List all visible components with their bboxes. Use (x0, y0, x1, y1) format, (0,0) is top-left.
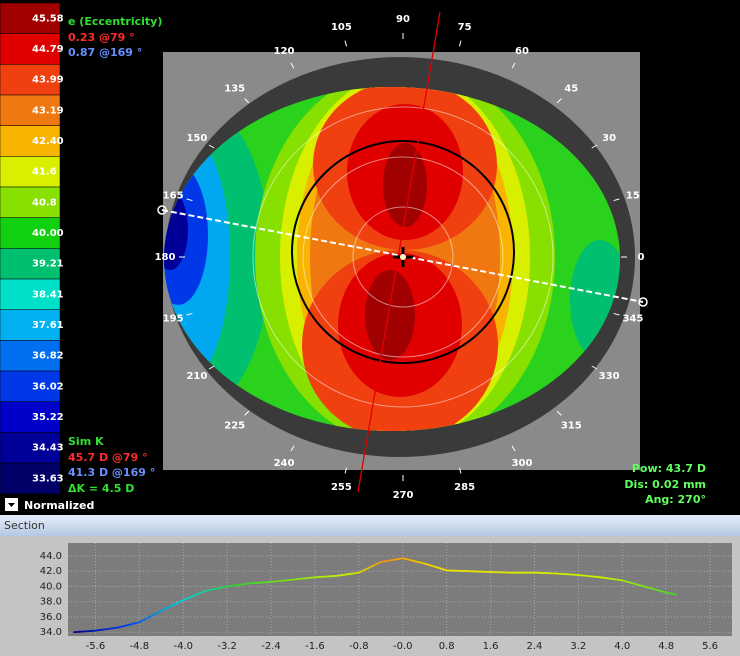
x-tick-label: -4.0 (173, 641, 193, 652)
scale-label: 35.22 (32, 412, 64, 423)
angle-label: 240 (274, 458, 295, 469)
angle-label: 270 (393, 490, 414, 501)
x-tick-label: -0.8 (349, 641, 369, 652)
power: Pow: 43.7 D (632, 462, 706, 475)
section-header (0, 515, 740, 536)
x-tick-label: -2.4 (261, 641, 281, 652)
angle-label: 285 (454, 482, 475, 493)
x-tick-label: -3.2 (217, 641, 237, 652)
y-tick-label: 44.0 (40, 551, 62, 562)
color-scale: 45.58 44.79 43.99 43.19 42.40 41.6 40.8 40.00 39… (0, 3, 64, 494)
ecc-steep: 0.23 @79 ° (68, 31, 135, 44)
angle-label: 120 (274, 46, 295, 57)
angle-label: 330 (599, 371, 620, 382)
x-tick-label: 4.8 (658, 641, 674, 652)
angle-label: 255 (331, 482, 352, 493)
y-tick-label: 38.0 (40, 597, 62, 608)
scale-label: 34.43 (32, 443, 64, 454)
scale-label: 42.40 (32, 136, 64, 147)
plot-area (68, 543, 732, 636)
x-tick-label: -5.6 (86, 641, 106, 652)
angle-label: 135 (224, 84, 245, 95)
angle-label: 195 (163, 314, 184, 325)
angle: Ang: 270° (645, 493, 706, 506)
angle-label: 300 (512, 458, 533, 469)
scale-label: 45.58 (32, 13, 64, 24)
angle-label: 0 (638, 252, 645, 263)
simk-steep: 45.7 D @79 ° (68, 451, 148, 464)
scale-label: 39.21 (32, 259, 64, 270)
scale-label: 43.99 (32, 75, 64, 86)
x-tick-label: -4.8 (130, 641, 150, 652)
y-tick-label: 42.0 (40, 566, 62, 577)
center-dot (400, 254, 406, 260)
x-tick-label: -0.0 (393, 641, 413, 652)
angle-label: 90 (396, 14, 410, 25)
scale-label: 41.6 (32, 167, 57, 178)
angle-label: 180 (155, 252, 176, 263)
scale-label: 43.19 (32, 105, 64, 116)
x-tick-label: -1.6 (305, 641, 325, 652)
simk-title: Sim K (68, 435, 104, 448)
x-tick-label: 1.6 (483, 641, 499, 652)
angle-label: 225 (224, 420, 245, 431)
distance: Dis: 0.02 mm (624, 478, 706, 491)
scale-label: 33.63 (32, 473, 64, 484)
scale-label: 38.41 (32, 289, 64, 300)
scale-label: 44.79 (32, 44, 64, 55)
angle-label: 15 (626, 190, 640, 201)
ecc-title: e (Eccentricity) (68, 15, 162, 28)
x-tick-label: 4.0 (614, 641, 630, 652)
simk-flat: 41.3 D @169 ° (68, 466, 155, 479)
x-tick-label: 0.8 (439, 641, 455, 652)
normalized-label[interactable]: Normalized (24, 499, 94, 512)
scale-label: 37.61 (32, 320, 64, 331)
x-tick-label: 3.2 (570, 641, 586, 652)
angle-label: 165 (163, 190, 184, 201)
angle-label: 75 (458, 22, 472, 33)
angle-label: 210 (186, 371, 207, 382)
scale-label: 40.00 (32, 228, 64, 239)
scale-label: 36.82 (32, 351, 64, 362)
x-tick-label: 5.6 (702, 641, 718, 652)
y-tick-label: 34.0 (40, 627, 62, 638)
y-tick-label: 40.0 (40, 581, 62, 592)
angle-label: 105 (331, 22, 352, 33)
angle-label: 315 (561, 420, 582, 431)
ecc-flat: 0.87 @169 ° (68, 46, 142, 59)
y-tick-label: 36.0 (40, 612, 62, 623)
scale-label: 40.8 (32, 197, 57, 208)
simk-delta: ΔK = 4.5 D (68, 482, 134, 495)
x-tick-label: 2.4 (526, 641, 542, 652)
angle-label: 150 (186, 133, 207, 144)
angle-label: 60 (515, 46, 529, 57)
angle-label: 345 (622, 314, 643, 325)
angle-label: 45 (564, 84, 578, 95)
angle-label: 30 (602, 133, 616, 144)
section-title: Section (4, 519, 45, 532)
scale-label: 36.02 (32, 381, 64, 392)
